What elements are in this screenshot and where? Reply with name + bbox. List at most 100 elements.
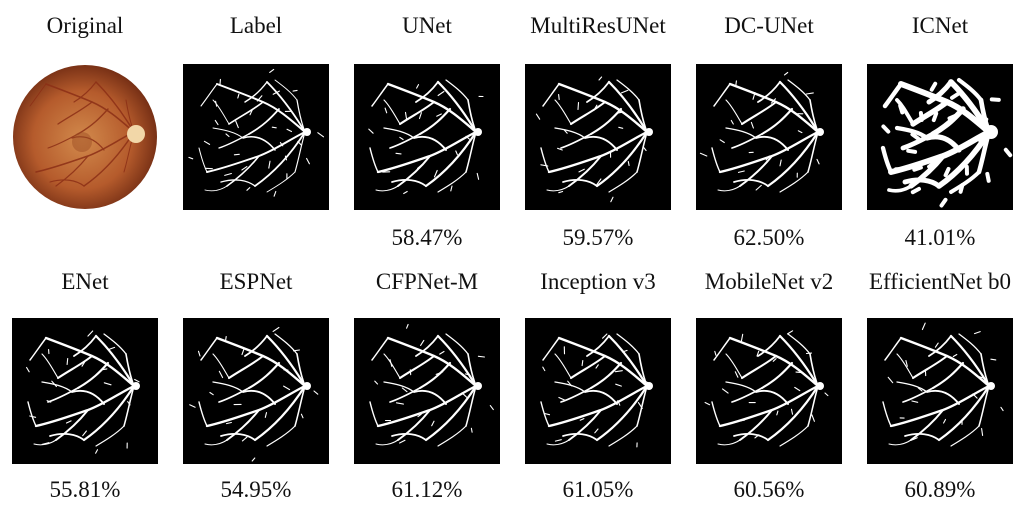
optic-disc: [474, 128, 482, 136]
vessel-fragment: [41, 442, 50, 445]
panel-score: 59.57%: [562, 225, 634, 250]
vessel-segment: [779, 171, 809, 193]
vessel-segment: [778, 334, 820, 388]
vessel-segment: [391, 433, 427, 441]
vessel-fragment: [197, 350, 201, 357]
vessel-segment: [757, 81, 781, 103]
optic-disc: [132, 382, 140, 390]
vessel-segment: [29, 337, 47, 361]
vessel-segment: [978, 385, 990, 427]
vessel-fragment: [797, 130, 803, 134]
vessel-fragment: [598, 76, 603, 81]
vessel-fragment: [29, 415, 37, 418]
vessel-segment: [930, 106, 966, 137]
vessel-fragment: [558, 190, 564, 194]
vessel-fragment: [824, 392, 829, 397]
panel-title: ICNet: [911, 13, 969, 38]
vessel-fragment: [554, 439, 562, 442]
panel-mobilenet-v2: MobileNet v2 60.56%: [684, 264, 854, 514]
vessel-fragment: [108, 346, 116, 350]
vessel-segment: [900, 131, 936, 151]
vessel-mask-unet: [354, 64, 500, 210]
panel-icnet: ICNet 41.01%: [855, 0, 1025, 250]
vessel-segment: [949, 170, 981, 194]
vessel-fragment: [730, 119, 734, 125]
vessel-segment: [757, 335, 781, 357]
vessel-segment: [589, 361, 623, 390]
vessel-fragment: [271, 126, 277, 129]
vessel-tree: [540, 333, 649, 447]
vessel-segment: [711, 147, 721, 173]
vessel-fragment: [973, 331, 981, 335]
vessel-segment: [779, 425, 809, 447]
image-container: [855, 64, 1025, 210]
vessel-fragment: [621, 349, 628, 353]
vessel-fragment: [313, 390, 319, 395]
vessel-fragment: [535, 113, 541, 120]
vessel-segment: [931, 361, 965, 390]
vessel-fragment: [437, 90, 445, 97]
vessel-segment: [546, 185, 570, 192]
vessel-fragment: [416, 84, 420, 89]
vessel-segment: [755, 389, 789, 405]
vessel-segment: [888, 439, 912, 446]
vessel-segment: [29, 83, 47, 107]
vessel-fragment: [977, 115, 989, 122]
image-container: [171, 318, 341, 464]
vessel-fragment: [264, 412, 268, 418]
vessel-fragment: [416, 164, 423, 169]
vessel-fragment: [246, 187, 251, 191]
vessel-fragment: [719, 139, 725, 144]
vessel-fragment: [542, 366, 546, 372]
vessel-fragment: [912, 165, 923, 172]
vessel-fragment: [203, 140, 211, 145]
optic-disc: [303, 382, 311, 390]
vessel-fragment: [958, 183, 965, 194]
vessel-segment: [717, 439, 741, 446]
vessel-segment: [554, 127, 586, 139]
vessel-fragment: [618, 126, 624, 129]
vessel-segment: [586, 335, 610, 357]
vessel-segment: [586, 81, 610, 103]
optic-disc: [984, 125, 998, 139]
image-container: [342, 64, 512, 210]
panel-title: Original: [46, 13, 124, 38]
vessel-segment: [254, 131, 306, 187]
vessel-fragment: [776, 410, 779, 416]
vessel-fragment: [929, 81, 938, 92]
vessel-fragment: [439, 350, 445, 355]
vessel-segment: [294, 131, 306, 173]
vessel-fragment: [563, 129, 568, 134]
vessel-segment: [220, 179, 256, 187]
vessel-fragment: [215, 100, 218, 107]
vessel-segment: [956, 77, 984, 103]
vessel-fragment: [721, 388, 729, 394]
vessel-segment: [568, 155, 602, 187]
panel-espnet: ESPNet 54.95%: [171, 264, 341, 514]
vessel-fragment: [417, 413, 422, 418]
vessel-fragment: [1000, 406, 1004, 412]
vessel-fragment: [794, 386, 801, 392]
vessel-fragment: [384, 107, 388, 114]
vessel-fragment: [65, 420, 72, 424]
vessel-segment: [95, 425, 125, 447]
vessel-fragment: [81, 361, 86, 367]
vessel-fragment: [704, 401, 711, 406]
panel-title: MultiResUNet: [530, 13, 666, 38]
vessel-segment: [608, 425, 638, 447]
vessel-fragment: [225, 421, 232, 425]
vessel-fragment: [284, 155, 288, 161]
vessel-fragment: [989, 97, 1001, 102]
image-container: [513, 318, 683, 464]
vessel-fragment: [51, 380, 57, 388]
vessel-segment: [212, 127, 244, 139]
vessel-segment: [437, 171, 467, 193]
vessel-segment: [740, 354, 778, 380]
vessel-fragment: [489, 405, 494, 411]
vessel-segment: [542, 337, 560, 361]
vessel-segment: [228, 101, 264, 125]
vessel-mask-multiresunet: [525, 64, 671, 210]
vessel-segment: [937, 384, 991, 442]
vessel-fragment: [433, 169, 438, 178]
vessel-fragment: [268, 160, 271, 169]
